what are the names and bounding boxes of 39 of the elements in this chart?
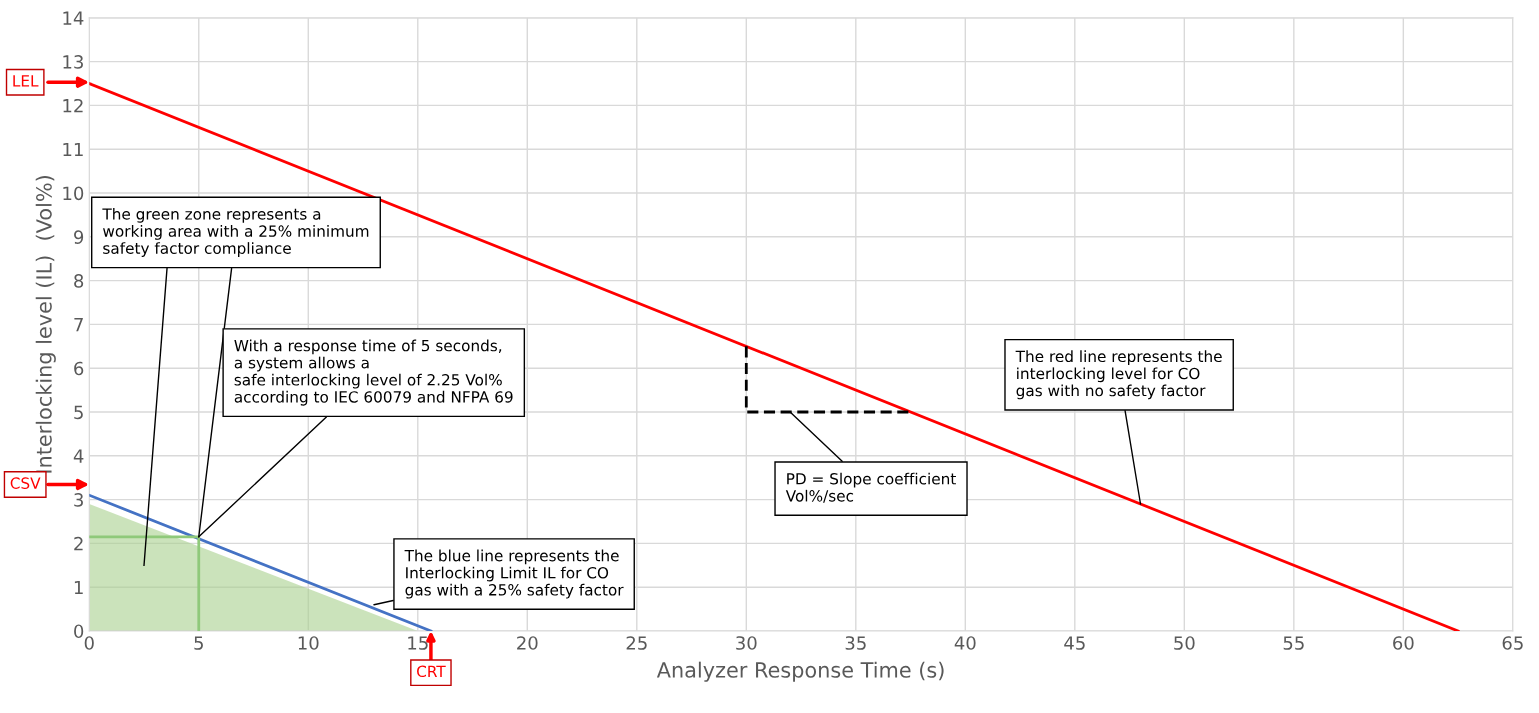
y-tick-label: 5 [74,405,83,420]
y-tick-label: 12 [63,98,83,113]
x-tick-label: 50 [1174,636,1195,650]
text: LEL [13,75,39,87]
y-tick-label: 10 [63,186,84,201]
x-tick-label: 35 [845,636,866,650]
x-tick-label: 25 [626,636,647,650]
y-tick-label: 4 [73,449,84,463]
y-tick-label: 2 [74,536,83,551]
y-tick-label: 9 [74,230,84,244]
y-tick-label: 3 [74,493,83,507]
text: CSV [10,477,41,489]
x-tick-label: 65 [1502,636,1523,650]
x-tick-label: 0 [84,636,94,650]
annotation: CRT [417,665,446,678]
x-tick-label: 20 [517,636,538,650]
annotation: With a response time of 5 seconds, a system allows a safe interlocking level of 2.25 Vol% according to IEC 60079 and NFPA 69 [234,339,513,406]
x-tick-label: 45 [1064,636,1085,650]
y-tick-label: 11 [63,142,83,157]
annotation: The green zone represents a working area with a 25% minimum safety factor compliance [102,207,369,257]
x-tick-label: 60 [1393,636,1414,650]
x-tick-label: 30 [736,636,757,650]
annotation: PD = Slope coefficient Vol%/sec [785,472,956,503]
x-tick-label: 40 [954,636,976,650]
x-tick-label: 15 [408,636,428,650]
x-axis-title: Analyzer Response Time (s) [656,661,944,682]
x-tick-label: 10 [298,636,319,650]
annotation: The blue line represents the Interlocking Limit IL for CO gas with a 25% safety factor [404,549,624,599]
y-tick-label: 7 [74,318,83,332]
y-axis-title: Interlocking level (IL) (Vol%) [35,175,56,473]
y-tick-label: 13 [63,55,83,69]
y-tick-label: 8 [74,274,84,288]
x-tick-label: 5 [194,636,203,650]
y-tick-label: 6 [74,361,84,376]
annotation: The red line represents the interlocking level for CO gas with no safety factor [1015,350,1222,400]
x-tick-label: 55 [1283,636,1304,650]
y-tick-label: 0 [74,624,84,639]
y-tick-label: 1 [74,580,83,595]
y-tick-label: 14 [63,11,84,25]
